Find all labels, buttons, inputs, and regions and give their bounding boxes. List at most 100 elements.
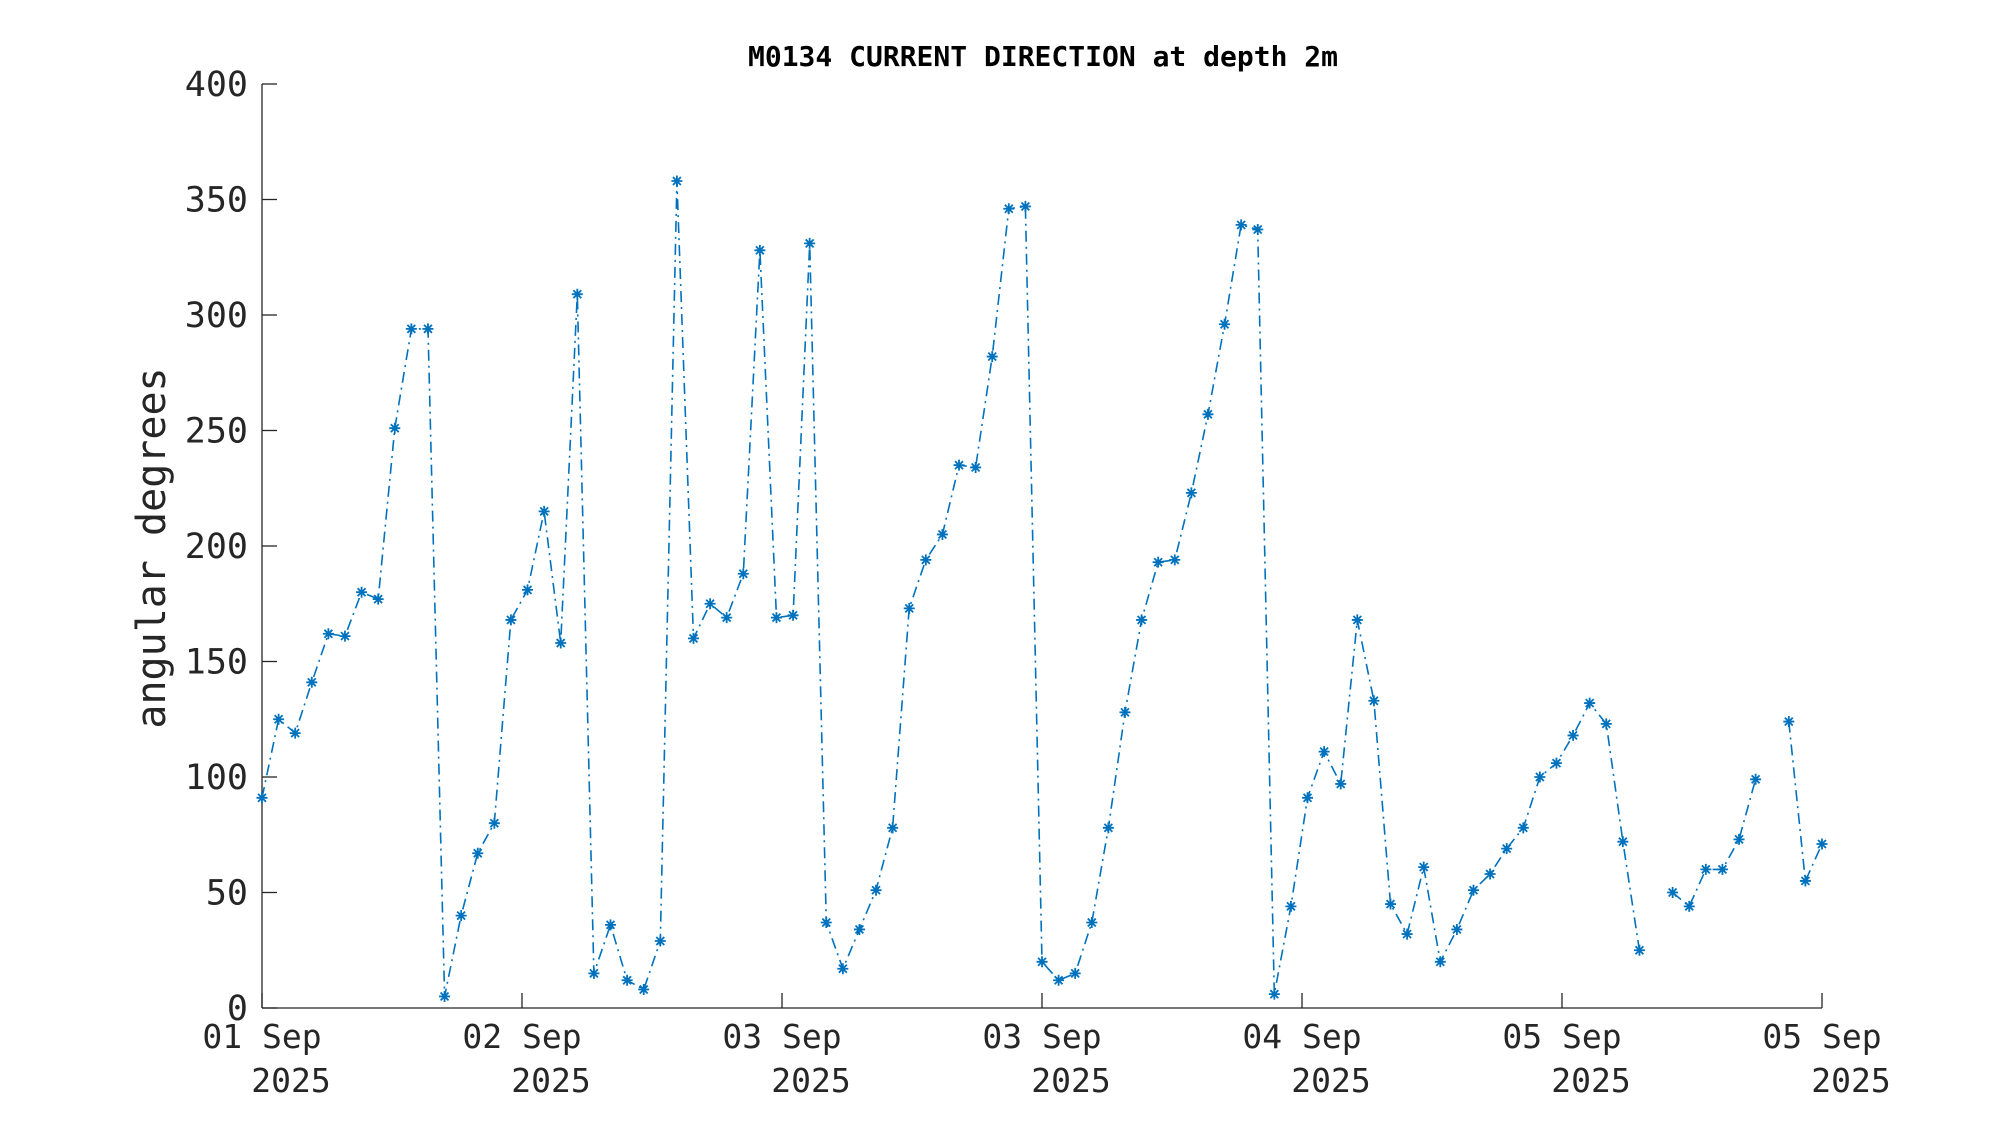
data-point: [936, 528, 948, 540]
chart-title: M0134 CURRENT DIRECTION at depth 2m: [748, 40, 1338, 73]
data-point: [605, 919, 617, 931]
data-point: [1136, 614, 1148, 626]
data-point: [1169, 554, 1181, 566]
data-point: [1053, 974, 1065, 986]
plot-area: [256, 175, 1828, 1002]
data-point: [1252, 224, 1264, 236]
data-point: [389, 422, 401, 434]
data-point: [538, 505, 550, 517]
data-point: [289, 727, 301, 739]
y-tick-label: 50: [206, 874, 248, 914]
data-point: [273, 713, 285, 725]
x-tick-label: 05 Sep: [1762, 1017, 1881, 1056]
x-tick-label: 03 Sep: [982, 1017, 1101, 1056]
data-point: [1484, 868, 1496, 880]
data-point: [638, 984, 650, 996]
data-point: [1584, 697, 1596, 709]
data-point: [721, 612, 733, 624]
x-tick-year-label: 2025: [1291, 1061, 1370, 1100]
x-tick-year-label: 2025: [511, 1061, 590, 1100]
data-point: [704, 598, 716, 610]
data-point: [903, 602, 915, 614]
data-point: [306, 676, 318, 688]
data-point: [953, 459, 965, 471]
data-point: [1086, 917, 1098, 929]
data-point: [1750, 773, 1762, 785]
data-point: [439, 990, 451, 1002]
data-point: [372, 593, 384, 605]
data-point: [986, 351, 998, 363]
data-point: [571, 288, 583, 300]
x-tick-label: 03 Sep: [722, 1017, 841, 1056]
data-point: [1351, 614, 1363, 626]
data-point: [1069, 967, 1081, 979]
x-tick-year-label: 2025: [771, 1061, 850, 1100]
data-point: [687, 632, 699, 644]
data-point: [1368, 695, 1380, 707]
data-point: [671, 175, 683, 187]
data-point: [1102, 822, 1114, 834]
y-tick-label: 350: [185, 181, 248, 221]
data-point: [1550, 757, 1562, 769]
data-point: [887, 822, 899, 834]
data-point: [1019, 200, 1031, 212]
series-line: [261, 180, 1823, 997]
data-point: [1202, 408, 1214, 420]
data-point: [1185, 487, 1197, 499]
data-point: [1567, 729, 1579, 741]
data-point: [472, 847, 484, 859]
x-tick-label: 01 Sep: [202, 1017, 321, 1056]
data-point: [1401, 928, 1413, 940]
x-ticks: 01 Sep 2025 02 Sep 2025 03 Sep 2025 03 Sep 2025…: [202, 993, 1891, 1100]
data-point: [1302, 792, 1314, 804]
data-point: [356, 586, 368, 598]
y-tick-label: 150: [185, 643, 248, 683]
data-point: [1816, 838, 1828, 850]
y-tick-label: 100: [185, 758, 248, 798]
data-point: [256, 792, 268, 804]
data-point: [339, 630, 351, 642]
x-tick-year-label: 2025: [1551, 1061, 1630, 1100]
data-point: [920, 554, 932, 566]
x-tick-year-label: 2025: [1031, 1061, 1110, 1100]
data-point: [804, 237, 816, 249]
data-point: [1667, 887, 1679, 898]
data-point: [754, 244, 766, 256]
data-point: [853, 923, 865, 935]
data-point: [1451, 923, 1463, 935]
data-point: [1219, 318, 1231, 330]
data-point: [1418, 861, 1430, 873]
data-point: [1733, 833, 1745, 845]
x-tick-year-label: 2025: [1811, 1061, 1890, 1100]
data-point: [405, 323, 417, 335]
x-tick-label: 05 Sep: [1502, 1017, 1621, 1056]
data-point: [455, 910, 467, 922]
data-point: [1467, 884, 1479, 896]
data-point: [1633, 944, 1645, 956]
data-point: [654, 935, 666, 947]
x-tick-label: 02 Sep: [462, 1017, 581, 1056]
data-point: [1683, 900, 1695, 912]
data-point: [1617, 836, 1629, 848]
data-point: [1235, 219, 1247, 231]
y-tick-label: 250: [185, 412, 248, 452]
axes: [261, 84, 1822, 1009]
data-point: [737, 568, 749, 580]
data-point: [1003, 203, 1015, 215]
data-point: [1700, 863, 1712, 875]
data-point: [588, 967, 600, 979]
data-point: [488, 817, 500, 829]
data-point: [1517, 822, 1529, 834]
data-point: [1434, 956, 1446, 968]
y-tick-label: 400: [185, 65, 248, 105]
data-point: [1335, 778, 1347, 790]
y-axis-label: angular degrees: [129, 367, 175, 728]
data-point: [1716, 863, 1728, 875]
data-point: [1799, 875, 1811, 887]
data-point: [1501, 843, 1513, 855]
data-point: [522, 584, 534, 596]
y-tick-label: 0: [227, 989, 248, 1029]
data-point: [820, 917, 832, 929]
data-point: [555, 637, 567, 649]
